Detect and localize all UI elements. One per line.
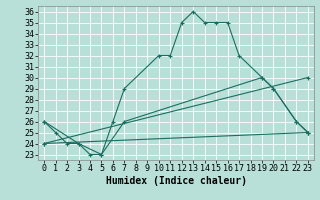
X-axis label: Humidex (Indice chaleur): Humidex (Indice chaleur) (106, 176, 246, 186)
